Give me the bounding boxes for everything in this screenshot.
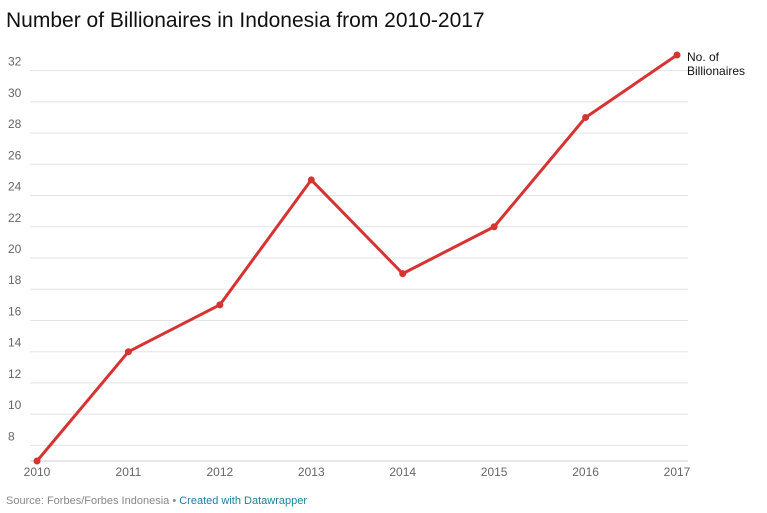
y-tick-label: 24: [8, 180, 22, 194]
x-tick-label: 2013: [298, 465, 325, 479]
data-point: [124, 348, 132, 356]
data-point: [307, 176, 315, 184]
y-tick-label: 30: [8, 86, 22, 100]
y-tick-label: 18: [8, 273, 22, 287]
source-text: Source: Forbes/Forbes Indonesia: [6, 495, 170, 507]
x-tick-label: 2014: [389, 465, 416, 479]
series-line: [35, 53, 679, 463]
data-point: [673, 51, 681, 59]
chart-title: Number of Billionaires in Indonesia from…: [6, 9, 485, 32]
series-points: [33, 51, 681, 465]
gridlines: [30, 70, 688, 462]
separator: •: [169, 495, 180, 507]
x-tick-label: 2017: [664, 465, 691, 479]
x-tick-label: 2015: [481, 465, 508, 479]
data-point: [33, 457, 41, 465]
x-tick-label: 2010: [24, 465, 51, 479]
datawrapper-link[interactable]: Created with Datawrapper: [179, 495, 308, 507]
y-tick-label: 10: [8, 398, 22, 412]
series-lines: [35, 53, 679, 463]
y-tick-label: 26: [8, 148, 22, 162]
y-tick-label: 8: [8, 429, 15, 443]
y-tick-label: 12: [8, 367, 22, 381]
y-tick-label: 20: [8, 242, 22, 256]
y-tick-label: 22: [8, 211, 22, 225]
y-tick-label: 16: [8, 304, 22, 318]
y-tick-label: 14: [8, 336, 22, 350]
y-tick-label: 32: [8, 55, 22, 69]
x-axis-ticks: 2010 2011 2012 2013 2014 2015 2016 2017: [24, 465, 691, 479]
x-tick-label: 2016: [572, 465, 599, 479]
x-tick-label: 2011: [116, 465, 142, 479]
chart-footer: Source: Forbes/Forbes Indonesia • Create…: [6, 495, 307, 507]
data-point: [490, 223, 498, 231]
series-label: No. of Billionaires: [687, 50, 746, 78]
y-tick-label: 28: [8, 117, 22, 131]
data-point: [582, 113, 590, 121]
x-tick-label: 2012: [207, 465, 234, 479]
data-point: [399, 270, 407, 278]
data-point: [216, 301, 224, 309]
y-axis-ticks: 8 10 12 14 16 18 20 22 24 26 28 30 32: [8, 55, 22, 444]
